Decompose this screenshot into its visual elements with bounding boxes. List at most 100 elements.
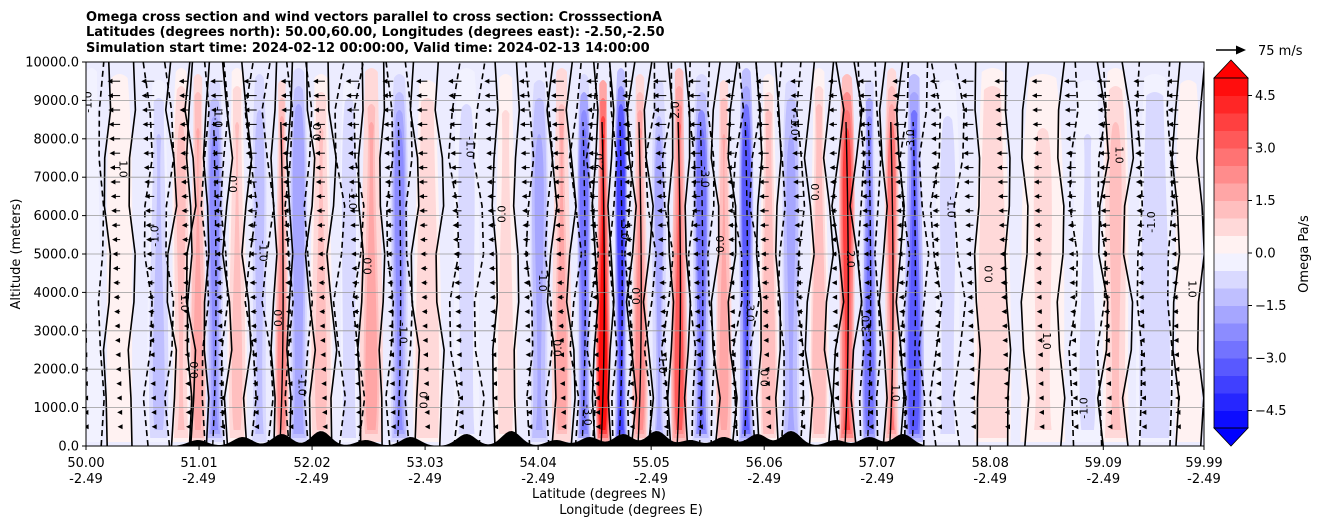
x-tick-label-latitude: 50.00 bbox=[67, 456, 104, 471]
wind-vector-head bbox=[552, 136, 558, 142]
wind-vector-head bbox=[829, 179, 835, 185]
wind-vector-head bbox=[389, 352, 395, 358]
wind-vector-head bbox=[629, 424, 635, 430]
wind-vector-head bbox=[1175, 395, 1181, 401]
contour-label: 0.0 bbox=[188, 361, 201, 379]
wind-vector-head bbox=[108, 107, 114, 113]
contour-label: 0.0 bbox=[552, 339, 565, 357]
wind-vector-head bbox=[243, 93, 249, 99]
wind-vector-head bbox=[421, 294, 427, 300]
contour-label: -1.0 bbox=[788, 114, 801, 135]
wind-vector-head bbox=[829, 136, 835, 142]
wind-vector-head bbox=[485, 121, 491, 127]
wind-vector-head bbox=[451, 179, 457, 185]
wind-vector-head bbox=[109, 150, 115, 156]
y-axis-label: Altitude (meters) bbox=[9, 199, 24, 310]
wind-vector-head bbox=[243, 78, 249, 84]
wind-vector-head bbox=[629, 395, 635, 401]
wind-vector-head bbox=[1102, 251, 1108, 257]
wind-vector-head bbox=[421, 280, 427, 286]
wind-vector-head bbox=[179, 121, 185, 127]
wind-vector-head bbox=[725, 78, 731, 84]
wind-vector-head bbox=[656, 193, 662, 199]
wind-vector-head bbox=[933, 237, 939, 243]
wind-vector-head bbox=[622, 121, 628, 127]
wind-vector-head bbox=[658, 265, 664, 271]
wind-vector-head bbox=[1139, 352, 1145, 358]
wind-vector-head bbox=[423, 381, 429, 387]
contour-line bbox=[844, 121, 849, 446]
wind-vector-head bbox=[450, 165, 456, 171]
wind-vector-head bbox=[487, 193, 493, 199]
wind-vector-head bbox=[145, 222, 151, 228]
contour-label: -3.0 bbox=[699, 166, 712, 187]
wind-vector-head bbox=[185, 409, 191, 415]
wind-vector-head bbox=[829, 150, 835, 156]
wind-vector-head bbox=[250, 323, 256, 329]
wind-vector-head bbox=[829, 165, 835, 171]
wind-vector-head bbox=[589, 208, 595, 214]
wind-vector-head bbox=[182, 237, 188, 243]
wind-vector-head bbox=[1068, 251, 1074, 257]
wind-vector-head bbox=[968, 337, 974, 343]
wind-vector-head bbox=[552, 150, 558, 156]
contour-line bbox=[211, 121, 217, 446]
contour-label: 1.0 bbox=[1185, 280, 1198, 298]
wind-vector-head bbox=[448, 93, 454, 99]
wind-vector-head bbox=[424, 395, 430, 401]
wind-vector-head bbox=[284, 237, 290, 243]
y-tick-label: 10000.0 bbox=[25, 56, 79, 71]
wind-vector-head bbox=[828, 78, 834, 84]
wind-vector-head bbox=[695, 352, 701, 358]
contour-label: -3.0 bbox=[618, 218, 631, 239]
wind-vector-head bbox=[349, 208, 355, 214]
wind-vector-head bbox=[422, 323, 428, 329]
wind-vector-head bbox=[900, 337, 906, 343]
contour-label: 0.0 bbox=[759, 369, 772, 387]
wind-vector-head bbox=[387, 309, 393, 315]
wind-vector-head bbox=[1065, 121, 1071, 127]
wind-vector-head bbox=[727, 222, 733, 228]
wind-vector-head bbox=[587, 121, 593, 127]
colorbar-segment bbox=[1214, 218, 1248, 236]
wind-vector-head bbox=[661, 366, 667, 372]
wind-vector-head bbox=[250, 309, 256, 315]
wind-vector-head bbox=[251, 352, 257, 358]
wind-vector-head bbox=[453, 265, 459, 271]
wind-vector-head bbox=[591, 294, 597, 300]
wind-vector-head bbox=[112, 237, 118, 243]
contour-label: -1.0 bbox=[536, 270, 549, 291]
wind-vector-head bbox=[521, 193, 527, 199]
wind-vector-head bbox=[760, 237, 766, 243]
wind-vector-head bbox=[1168, 136, 1174, 142]
wind-vector-head bbox=[488, 251, 494, 257]
wind-vector-head bbox=[453, 237, 459, 243]
wind-vector-head bbox=[1175, 409, 1181, 415]
wind-vector-head bbox=[930, 121, 936, 127]
wind-vector-head bbox=[253, 395, 259, 401]
wind-vector-head bbox=[212, 150, 218, 156]
wind-vector-head bbox=[527, 424, 533, 430]
wind-vector-head bbox=[625, 237, 631, 243]
wind-vector-head bbox=[832, 323, 838, 329]
wind-vector-head bbox=[210, 78, 216, 84]
wind-vector-head bbox=[245, 150, 251, 156]
wind-vector-head bbox=[1141, 409, 1147, 415]
wind-vector-head bbox=[214, 222, 220, 228]
wind-vector-head bbox=[522, 222, 528, 228]
wind-vector-head bbox=[863, 251, 869, 257]
wind-vector-head bbox=[109, 136, 115, 142]
wind-vector-head bbox=[524, 309, 530, 315]
wind-vector-head bbox=[320, 366, 326, 372]
wind-vector-head bbox=[965, 222, 971, 228]
wind-vector-head bbox=[1071, 366, 1077, 372]
wind-vector-head bbox=[964, 208, 970, 214]
wind-vector-head bbox=[283, 208, 289, 214]
wind-vector-head bbox=[218, 381, 224, 387]
wind-vector-head bbox=[1032, 121, 1038, 127]
wind-vector-head bbox=[493, 424, 499, 430]
wind-vector-head bbox=[933, 280, 939, 286]
wind-vector-head bbox=[998, 222, 1004, 228]
x-tick-label-longitude: -2.49 bbox=[860, 472, 894, 487]
wind-vector-head bbox=[791, 121, 797, 127]
